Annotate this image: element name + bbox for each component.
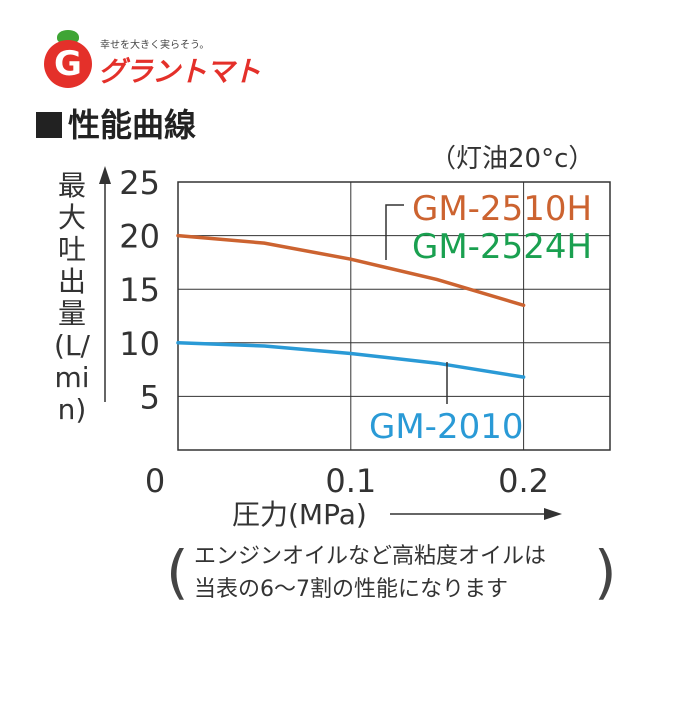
y-tick-label: 15: [119, 271, 160, 309]
series-label-gm-2524h: GM-2524H: [412, 227, 592, 267]
series-label-gm-2010: GM-2010: [369, 407, 523, 447]
x-axis-arrow-head-icon: [544, 508, 562, 520]
brand-logo: G 幸せを大きく実らそう。 グラントマト: [40, 28, 261, 92]
y-axis-label: 最大吐出量(L/min): [54, 169, 90, 426]
measurement-condition: （灯油20°c）: [430, 144, 595, 174]
plot-frame: [177, 181, 611, 451]
y-tick-label: 20: [119, 218, 160, 256]
series-line-gm-2510h: [176, 233, 526, 308]
x-tick-label: 0: [145, 462, 165, 500]
x-axis-label: 圧力(MPa): [232, 498, 367, 531]
section-title-text: 性能曲線: [68, 106, 197, 144]
note-close-paren: ): [594, 538, 617, 606]
note-line-1: エンジンオイルなど高粘度オイルは: [194, 544, 547, 569]
logo-tagline: 幸せを大きく実らそう。: [100, 40, 210, 51]
section-title: 性能曲線: [36, 100, 196, 146]
y-tick-label: 5: [140, 378, 160, 416]
leader-line-gm-2510h: [385, 204, 404, 260]
series-label-gm-2510h: GM-2510H: [412, 189, 592, 229]
square-bullet-icon: [36, 112, 62, 138]
series-line-gm-2010: [176, 341, 526, 379]
y-tick-label: 25: [119, 164, 160, 202]
note-open-paren: (: [166, 538, 189, 606]
viscosity-note: エンジンオイルなど高粘度オイルは 当表の6〜7割の性能になります: [176, 540, 546, 606]
logo-name: グラントマト: [98, 55, 261, 88]
y-tick-label: 10: [119, 325, 160, 363]
note-line-2: 当表の6〜7割の性能になります: [194, 577, 508, 602]
x-tick-label: 0.2: [498, 462, 549, 500]
y-axis-arrow-head-icon: [99, 166, 111, 184]
tomato-logo-icon: G: [44, 40, 92, 88]
x-tick-label: 0.1: [325, 462, 376, 500]
